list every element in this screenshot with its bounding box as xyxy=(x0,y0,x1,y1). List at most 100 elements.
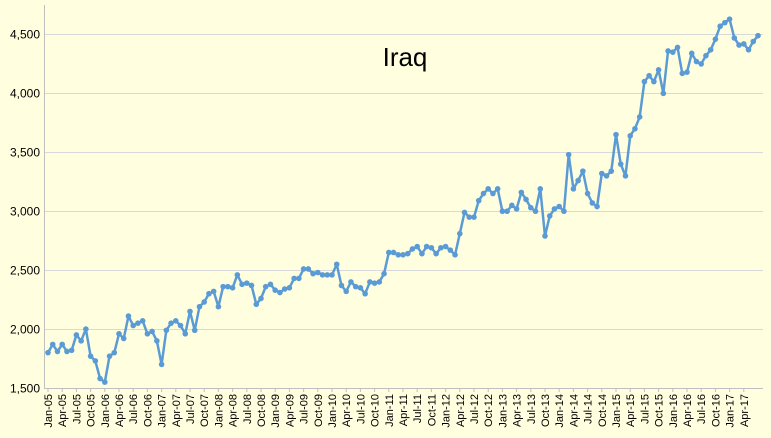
data-point xyxy=(617,161,624,167)
data-point xyxy=(726,16,733,22)
data-point xyxy=(120,335,127,342)
data-point xyxy=(59,341,65,348)
data-series xyxy=(45,16,761,385)
data-point xyxy=(191,327,198,334)
data-point xyxy=(471,214,477,220)
x-tick-label: Apr-05 xyxy=(57,394,69,427)
data-point xyxy=(594,203,600,210)
x-tick-label: Oct-06 xyxy=(142,394,154,427)
data-point xyxy=(329,272,335,278)
data-point xyxy=(319,272,326,278)
data-point xyxy=(64,348,70,355)
data-point xyxy=(281,286,288,292)
x-tick-label: Oct-15 xyxy=(654,394,666,427)
data-point xyxy=(253,301,260,308)
data-point xyxy=(102,379,108,385)
data-point xyxy=(551,206,558,212)
x-tick-label: Apr-08 xyxy=(228,394,240,427)
data-point xyxy=(106,353,113,359)
data-point xyxy=(641,78,648,85)
data-point xyxy=(357,285,364,291)
x-tick-label: Apr-17 xyxy=(739,394,751,427)
x-tick-label: Oct-10 xyxy=(370,394,382,427)
data-point xyxy=(542,233,548,239)
data-point xyxy=(73,332,80,338)
x-tick-label: Jan-15 xyxy=(611,394,623,428)
data-point xyxy=(291,275,297,282)
data-point xyxy=(111,349,118,356)
data-point xyxy=(442,243,449,250)
data-point xyxy=(177,322,184,329)
data-point xyxy=(244,280,250,286)
data-point xyxy=(750,38,757,45)
x-tick-label: Jul-10 xyxy=(355,394,367,424)
data-point xyxy=(698,61,704,67)
y-tick-label: 3,500 xyxy=(10,146,40,160)
data-point xyxy=(315,269,321,276)
x-tick-label: Oct-08 xyxy=(256,394,268,427)
data-point xyxy=(584,190,591,197)
x-tick-label: Apr-10 xyxy=(341,394,353,427)
data-point xyxy=(537,186,544,192)
data-point xyxy=(163,327,170,334)
data-point xyxy=(272,287,279,293)
data-point xyxy=(173,318,179,324)
data-point xyxy=(532,208,539,215)
data-point xyxy=(688,50,695,57)
data-point xyxy=(428,244,435,251)
data-point xyxy=(390,249,397,256)
data-point xyxy=(665,48,671,54)
data-point xyxy=(229,285,236,291)
data-point xyxy=(712,36,719,42)
data-point xyxy=(300,266,307,272)
data-point xyxy=(333,261,340,268)
data-point xyxy=(83,326,89,332)
x-tick-label: Apr-13 xyxy=(512,394,524,427)
x-tick-label: Oct-12 xyxy=(483,394,495,427)
data-point xyxy=(362,290,368,297)
data-point xyxy=(371,280,378,286)
data-point xyxy=(215,303,222,310)
data-point xyxy=(376,279,383,285)
data-point xyxy=(565,151,572,158)
y-tick-label: 2,500 xyxy=(10,264,40,278)
x-tick-label: Apr-11 xyxy=(398,394,410,426)
x-tick-label: Oct-13 xyxy=(540,394,552,427)
x-tick-label: Jul-12 xyxy=(469,394,481,424)
x-tick-label: Oct-09 xyxy=(313,394,325,427)
data-point xyxy=(116,330,122,337)
x-tick-label: Apr-14 xyxy=(568,394,580,427)
data-point xyxy=(570,186,577,192)
data-point xyxy=(731,35,738,41)
data-point xyxy=(561,208,567,215)
data-point xyxy=(135,320,141,326)
x-tick-label: Jul-16 xyxy=(696,394,708,424)
data-point xyxy=(130,322,136,329)
x-tick-label: Jul-09 xyxy=(299,394,311,424)
x-tick-label: Jul-06 xyxy=(128,394,140,424)
chart-title: Iraq xyxy=(383,42,428,72)
data-point xyxy=(54,348,61,355)
data-point xyxy=(395,252,402,258)
data-point xyxy=(433,250,439,257)
data-point xyxy=(546,213,553,219)
data-point xyxy=(286,285,293,291)
data-point xyxy=(646,72,652,79)
x-tick-label: Oct-14 xyxy=(597,394,609,427)
data-point xyxy=(338,282,345,289)
data-point xyxy=(296,275,302,282)
data-point xyxy=(220,283,226,290)
data-point xyxy=(267,281,274,288)
data-point xyxy=(168,320,174,326)
data-point xyxy=(277,289,283,296)
x-tick-label: Jul-07 xyxy=(185,394,197,424)
x-tick-label: Jul-05 xyxy=(71,394,83,424)
data-point xyxy=(154,338,160,344)
data-point xyxy=(457,230,463,237)
data-point xyxy=(343,288,350,295)
data-point xyxy=(139,318,146,324)
data-point xyxy=(494,186,501,192)
data-point xyxy=(608,168,615,174)
data-point xyxy=(381,270,387,277)
